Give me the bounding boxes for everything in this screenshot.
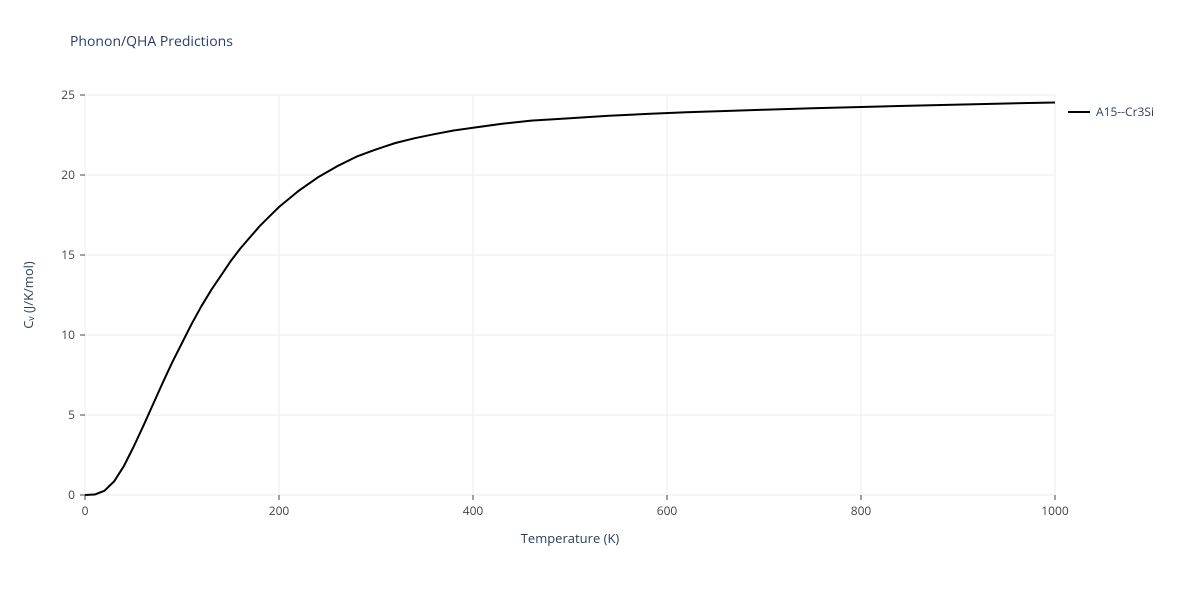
x-tick-label: 1000 [1041,502,1069,519]
x-tick-label: 600 [657,502,678,519]
y-tick-label: 5 [68,406,75,423]
x-tick-label: 800 [851,502,872,519]
y-tick-label: 25 [61,86,75,103]
chart-bg [0,0,1200,600]
y-axis-label: Cᵥ (J/K/mol) [19,261,37,329]
x-tick-label: 0 [82,502,89,519]
y-tick-label: 15 [61,246,75,263]
y-tick-label: 10 [61,326,75,343]
legend-label: A15--Cr3Si [1096,103,1154,120]
y-tick-label: 0 [68,486,75,503]
y-tick-label: 20 [61,166,75,183]
x-tick-label: 400 [463,502,484,519]
chart-title: Phonon/QHA Predictions [70,32,233,51]
chart-svg: 0 200 400 600 800 1000 0 5 10 15 20 25 Temperature (… [0,0,1200,600]
x-tick-label: 200 [269,502,290,519]
chart-container: 0 200 400 600 800 1000 0 5 10 15 20 25 Temperature (… [0,0,1200,600]
x-axis-label: Temperature (K) [521,529,620,547]
